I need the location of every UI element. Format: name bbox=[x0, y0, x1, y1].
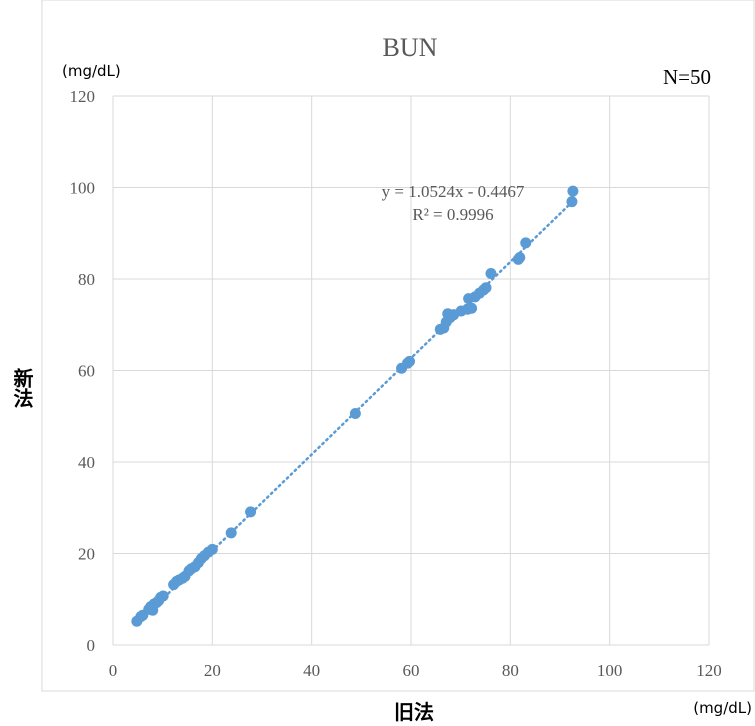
x-tick-label-2: 40 bbox=[303, 661, 320, 680]
chart-area-border bbox=[41, 0, 755, 692]
data-points bbox=[131, 185, 579, 627]
data-point-48 bbox=[566, 196, 578, 208]
y-tick-label-4: 80 bbox=[78, 270, 95, 289]
gridlines bbox=[112, 95, 710, 646]
x-tick-label-0: 0 bbox=[109, 661, 118, 680]
data-point-25 bbox=[245, 506, 257, 518]
x-tick-label-6: 120 bbox=[696, 661, 722, 680]
x-unit-label: (mg/dL) bbox=[693, 699, 752, 717]
trendline-equation: y = 1.0524x - 0.4467 bbox=[382, 182, 525, 201]
data-point-29 bbox=[404, 355, 416, 367]
y-tick-label-3: 60 bbox=[78, 362, 95, 381]
y-tick-label-5: 100 bbox=[70, 179, 96, 198]
chart-title: BUN bbox=[383, 33, 438, 62]
x-axis-title: 旧法 bbox=[394, 700, 434, 724]
data-point-44 bbox=[485, 268, 497, 280]
x-tick-label-4: 80 bbox=[502, 661, 519, 680]
sample-count-label: N=50 bbox=[663, 65, 711, 89]
tick-labels: 0 20 40 60 80 100 120 0 20 40 60 80 100 120 bbox=[70, 87, 722, 680]
x-tick-label-3: 60 bbox=[403, 661, 420, 680]
y-tick-label-1: 20 bbox=[78, 545, 95, 564]
y-tick-label-2: 40 bbox=[78, 453, 95, 472]
data-point-47 bbox=[520, 237, 532, 249]
y-tick-label-6: 120 bbox=[70, 87, 96, 106]
data-point-49 bbox=[567, 185, 579, 197]
data-point-10 bbox=[157, 590, 169, 602]
data-point-43 bbox=[480, 282, 492, 294]
data-point-39 bbox=[466, 302, 478, 314]
y-tick-label-0: 0 bbox=[87, 636, 96, 655]
x-tick-label-1: 20 bbox=[204, 661, 221, 680]
y-unit-label: (mg/dL) bbox=[62, 62, 121, 80]
data-point-26 bbox=[349, 408, 361, 420]
y-axis-title: 新法 bbox=[10, 367, 34, 409]
trendline-r-squared: R² = 0.9996 bbox=[412, 205, 493, 224]
x-tick-label-5: 100 bbox=[597, 661, 623, 680]
data-point-46 bbox=[514, 251, 526, 263]
data-point-23 bbox=[206, 543, 218, 555]
data-point-24 bbox=[225, 527, 237, 539]
